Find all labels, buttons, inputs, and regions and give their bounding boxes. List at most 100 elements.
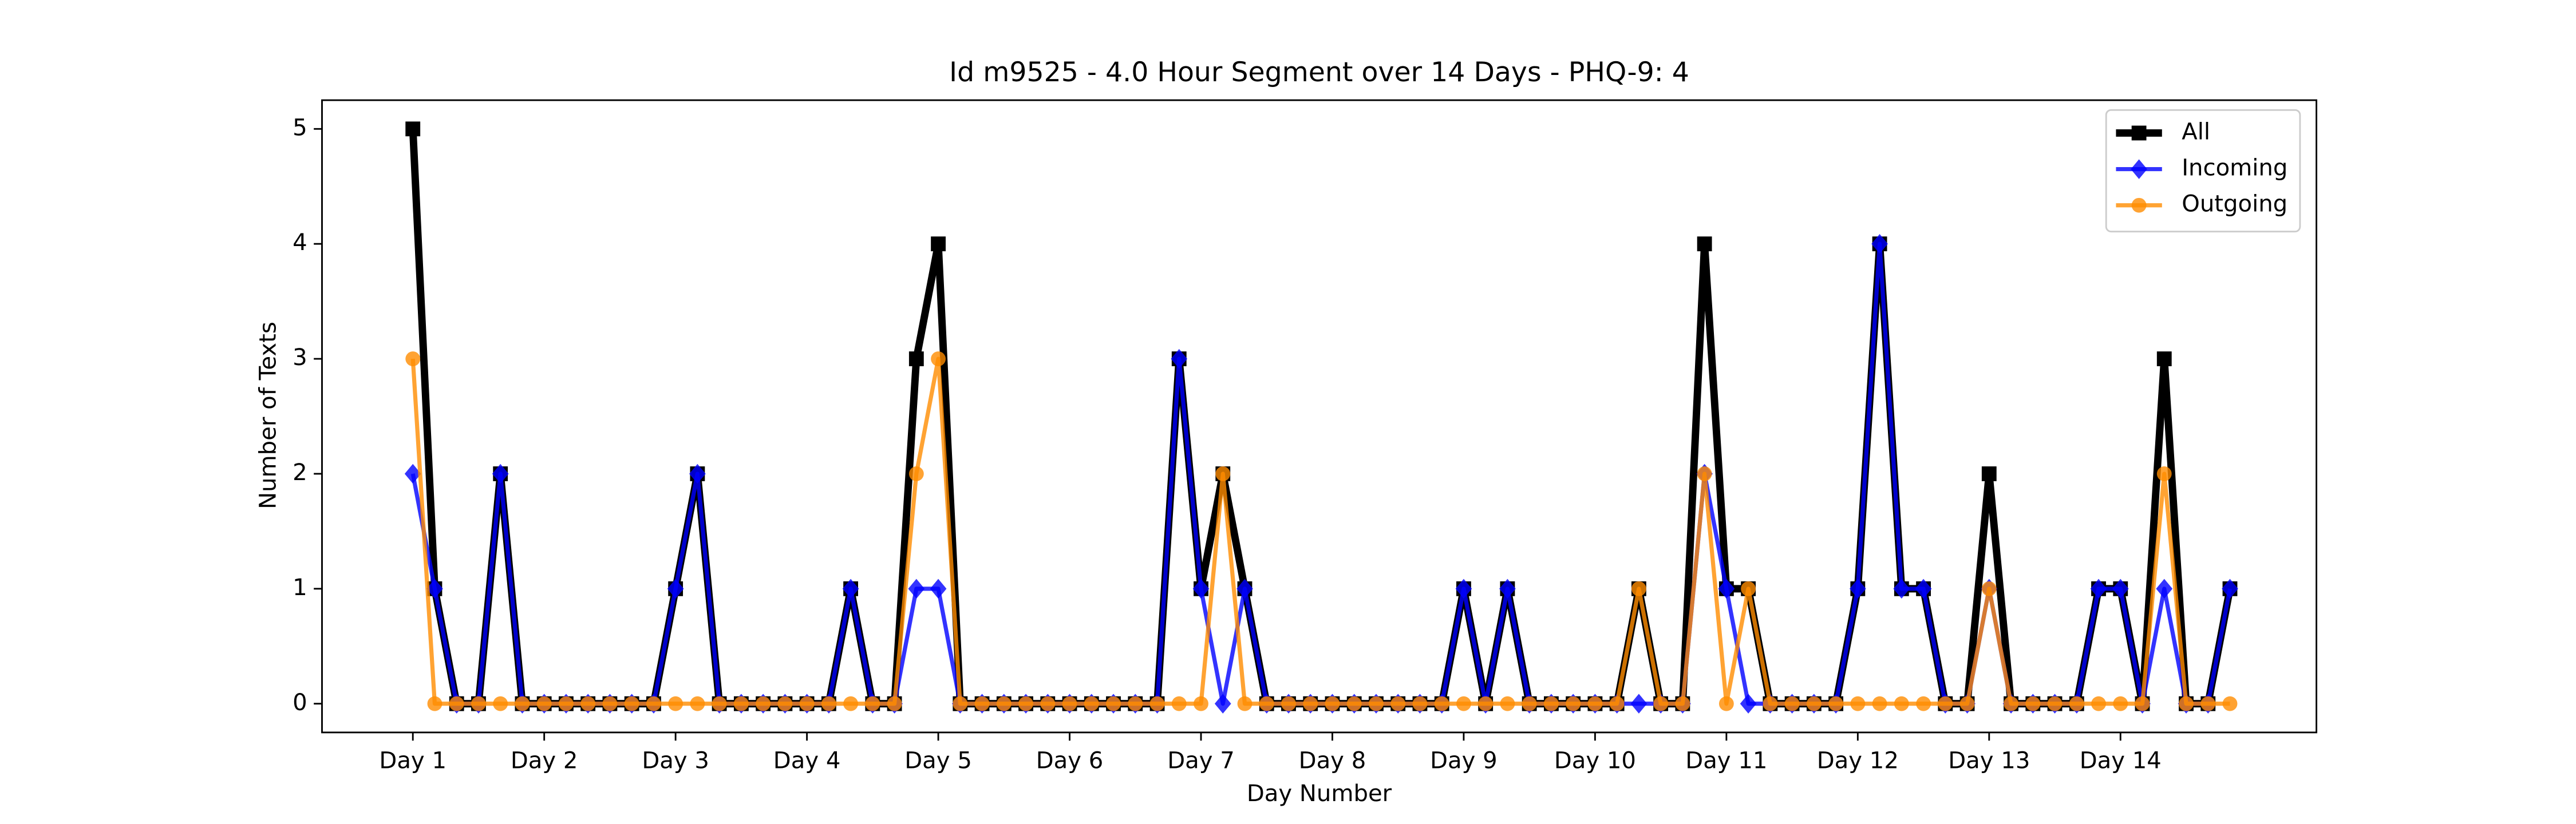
x-tick-label: Day 11 — [1685, 748, 1767, 774]
marker — [646, 696, 661, 711]
marker — [559, 696, 574, 711]
marker — [602, 696, 618, 711]
x-axis-label: Day Number — [1247, 781, 1392, 807]
marker — [1259, 696, 1274, 711]
marker — [1040, 696, 1056, 711]
marker — [624, 696, 639, 711]
plot-frame — [321, 99, 2317, 734]
marker — [1084, 696, 1099, 711]
marker — [843, 696, 859, 711]
marker — [1237, 696, 1253, 711]
marker — [1916, 696, 1931, 711]
marker — [712, 696, 727, 711]
x-tick-label: Day 3 — [642, 748, 709, 774]
marker — [536, 696, 552, 711]
marker — [1106, 696, 1121, 711]
line — [409, 128, 2234, 708]
marker — [1455, 579, 1472, 599]
marker — [1740, 694, 1757, 714]
marker — [427, 696, 442, 711]
x-tick-label: Day 2 — [511, 748, 578, 774]
x-tick-label: Day 9 — [1430, 748, 1498, 774]
marker — [1500, 696, 1515, 711]
marker — [1499, 579, 1516, 599]
marker — [1192, 579, 1210, 599]
marker — [1412, 696, 1428, 711]
chart-title: Id m9525 - 4.0 Hour Segment over 14 Days… — [949, 57, 1689, 88]
legend-marker — [2131, 125, 2147, 141]
x-tick-label: Day 8 — [1299, 748, 1366, 774]
marker — [1631, 581, 1646, 596]
legend-box — [2105, 109, 2301, 233]
marker — [756, 696, 771, 711]
y-tick-label: 3 — [293, 344, 307, 371]
marker — [1630, 694, 1647, 714]
y-axis-label: Number of Texts — [255, 322, 282, 509]
marker — [865, 696, 880, 711]
marker — [908, 579, 925, 599]
marker — [1675, 696, 1690, 711]
marker — [1390, 696, 1406, 711]
marker — [2222, 696, 2238, 711]
marker — [799, 696, 815, 711]
marker — [953, 696, 968, 711]
marker — [2156, 579, 2173, 599]
marker — [492, 464, 509, 484]
marker — [1215, 466, 1231, 481]
series — [405, 121, 2238, 711]
marker — [908, 466, 924, 481]
marker — [1018, 696, 1033, 711]
x-tick-label: Day 10 — [1554, 748, 1636, 774]
marker — [1369, 696, 1384, 711]
marker — [2004, 696, 2018, 711]
x-tick-label: Day 12 — [1817, 748, 1899, 774]
marker — [1915, 579, 1932, 599]
marker — [996, 696, 1012, 711]
marker — [1522, 696, 1537, 711]
y-tick-label: 5 — [293, 114, 307, 141]
marker — [1697, 466, 1712, 481]
marker — [2112, 579, 2129, 599]
series — [404, 233, 2238, 714]
marker — [1806, 696, 1822, 711]
marker — [1741, 581, 1756, 596]
marker — [1872, 696, 1887, 711]
marker — [908, 351, 924, 366]
legend-marker — [2131, 197, 2147, 213]
marker — [1828, 696, 1844, 711]
marker — [1893, 579, 1910, 599]
marker — [1171, 348, 1188, 369]
marker — [1128, 696, 1143, 711]
marker — [2200, 696, 2216, 711]
marker — [1171, 696, 1187, 711]
marker — [1871, 233, 1888, 254]
y-tick-label: 4 — [293, 229, 307, 256]
marker — [842, 579, 859, 599]
marker — [668, 696, 683, 711]
marker — [777, 696, 793, 711]
marker — [1653, 696, 1669, 711]
marker — [449, 696, 464, 711]
marker — [515, 696, 530, 711]
marker — [2113, 696, 2128, 711]
legend-label: Incoming — [2182, 155, 2287, 181]
x-tick-label: Day 13 — [1948, 748, 2030, 774]
marker — [1981, 466, 1997, 481]
marker — [493, 696, 508, 711]
marker — [821, 696, 836, 711]
y-tick-label: 2 — [293, 459, 307, 486]
x-tick-label: Day 7 — [1167, 748, 1235, 774]
marker — [1763, 696, 1778, 711]
marker — [1566, 696, 1581, 711]
marker — [1281, 696, 1296, 711]
marker — [471, 696, 486, 711]
marker — [733, 696, 749, 711]
marker — [1434, 696, 1449, 711]
marker — [931, 236, 946, 252]
marker — [2047, 696, 2063, 711]
marker — [1194, 696, 1208, 711]
marker — [974, 696, 990, 711]
line — [410, 241, 2233, 706]
